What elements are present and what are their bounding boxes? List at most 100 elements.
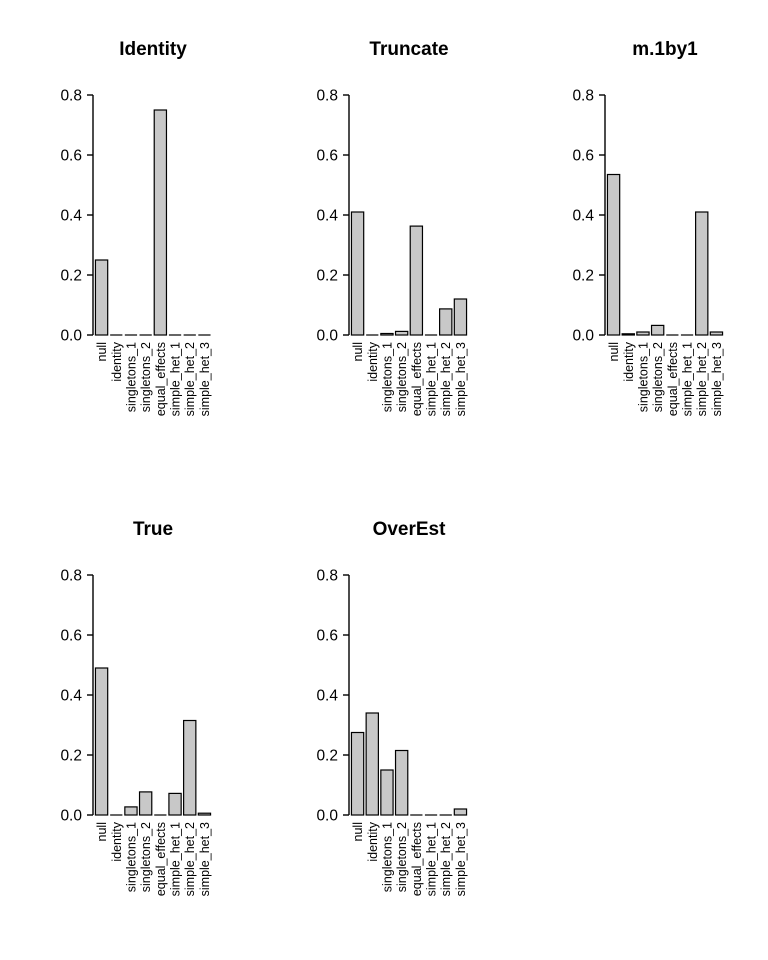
x-label-simple_het_1: simple_het_1 xyxy=(425,342,439,416)
x-label-identity: identity xyxy=(622,341,636,381)
bar-simple_het_2 xyxy=(695,211,709,336)
x-label-identity: identity xyxy=(110,821,124,861)
bar-null xyxy=(350,731,365,816)
chart-title-identity: Identity xyxy=(119,39,187,60)
x-label-simple_het_3: simple_het_3 xyxy=(198,822,212,896)
bar-identity xyxy=(621,333,635,336)
y-tick-label: 0.4 xyxy=(572,208,594,225)
chart-title-m1by1: m.1by1 xyxy=(632,39,698,60)
chart-panel-identity: Identity 0.0 0.2 0.4 0.6 0.8 null identity sing… xyxy=(0,0,256,480)
x-label-simple_het_1: simple_het_1 xyxy=(169,822,183,896)
x-label-simple_het_2: simple_het_2 xyxy=(183,342,197,416)
bar-singletons_2 xyxy=(394,330,409,336)
chart-panel-m1by1: m.1by1 0.0 0.2 0.4 0.6 0.8 null identity single… xyxy=(512,0,768,480)
bar-singletons_1 xyxy=(380,332,394,336)
x-label-singletons_2: singletons_2 xyxy=(395,342,409,412)
bar-singletons_1 xyxy=(636,331,650,336)
x-label-null: null xyxy=(351,822,365,841)
bar-simple_het_3 xyxy=(197,812,212,816)
x-label-simple_het_3: simple_het_3 xyxy=(710,342,724,416)
bar-null xyxy=(350,211,365,336)
x-label-null: null xyxy=(95,822,109,841)
y-tick-label: 0.4 xyxy=(316,208,338,225)
bar-identity xyxy=(365,712,379,816)
chart-title-truncate: Truncate xyxy=(369,39,448,60)
x-label-singletons_1: singletons_1 xyxy=(636,342,650,412)
y-tick-label: 0.2 xyxy=(316,748,338,765)
bar-equal_effects xyxy=(409,225,424,336)
y-tick-label: 0.2 xyxy=(572,268,594,285)
x-label-simple_het_1: simple_het_1 xyxy=(425,822,439,896)
x-label-equal_effects: equal_effects xyxy=(410,822,424,896)
y-tick-label: 0.0 xyxy=(60,808,82,825)
y-tick-label: 0.0 xyxy=(316,808,338,825)
bar-simple_het_3 xyxy=(453,808,468,816)
chart-title-true: True xyxy=(133,519,173,540)
x-label-singletons_2: singletons_2 xyxy=(395,822,409,892)
bar-singletons_2 xyxy=(650,324,665,336)
x-label-null: null xyxy=(95,342,109,361)
bar-simple_het_1 xyxy=(168,792,182,816)
chart-panel-true: True 0.0 0.2 0.4 0.6 0.8 null identity singleto… xyxy=(0,480,256,960)
x-label-singletons_1: singletons_1 xyxy=(380,342,394,412)
x-label-singletons_1: singletons_1 xyxy=(380,822,394,892)
chart-panel-overest: OverEst 0.0 0.2 0.4 0.6 0.8 null identity singl… xyxy=(256,480,512,960)
x-label-null: null xyxy=(607,342,621,361)
bar-null xyxy=(94,667,109,816)
bar-singletons_2 xyxy=(394,749,409,816)
bar-null xyxy=(94,259,109,336)
x-label-simple_het_2: simple_het_2 xyxy=(695,342,709,416)
y-tick-label: 0.2 xyxy=(60,268,82,285)
x-label-singletons_1: singletons_1 xyxy=(124,342,138,412)
y-tick-label: 0.0 xyxy=(572,328,594,345)
x-label-simple_het_3: simple_het_3 xyxy=(454,342,468,416)
y-tick-label: 0.4 xyxy=(60,688,82,705)
bar-simple_het_2 xyxy=(439,308,453,336)
y-tick-label: 0.2 xyxy=(316,268,338,285)
bar-singletons_1 xyxy=(124,806,138,816)
y-tick-label: 0.6 xyxy=(316,628,338,645)
y-tick-label: 0.6 xyxy=(572,148,594,165)
chart-panel-truncate: Truncate 0.0 0.2 0.4 0.6 0.8 null identity sing… xyxy=(256,0,512,480)
x-label-simple_het_3: simple_het_3 xyxy=(198,342,212,416)
empty-cell xyxy=(512,480,768,960)
y-tick-label: 0.4 xyxy=(60,208,82,225)
y-tick-label: 0.8 xyxy=(60,88,82,105)
bar-null xyxy=(606,173,621,336)
x-label-equal_effects: equal_effects xyxy=(154,342,168,416)
x-label-identity: identity xyxy=(366,341,380,381)
bar-equal_effects xyxy=(153,109,168,336)
y-tick-label: 0.6 xyxy=(60,628,82,645)
y-tick-label: 0.8 xyxy=(572,88,594,105)
y-tick-label: 0.8 xyxy=(60,568,82,585)
x-label-simple_het_2: simple_het_2 xyxy=(183,822,197,896)
x-label-simple_het_2: simple_het_2 xyxy=(439,342,453,416)
x-label-simple_het_1: simple_het_1 xyxy=(681,342,695,416)
x-label-equal_effects: equal_effects xyxy=(410,342,424,416)
x-label-simple_het_2: simple_het_2 xyxy=(439,822,453,896)
bar-simple_het_3 xyxy=(709,331,724,336)
bar-simple_het_3 xyxy=(453,298,468,336)
y-tick-label: 0.2 xyxy=(60,748,82,765)
x-label-simple_het_1: simple_het_1 xyxy=(169,342,183,416)
y-tick-label: 0.0 xyxy=(60,328,82,345)
bar-singletons_1 xyxy=(380,769,394,816)
x-label-singletons_2: singletons_2 xyxy=(139,822,153,892)
x-label-singletons_1: singletons_1 xyxy=(124,822,138,892)
bar-singletons_2 xyxy=(138,791,153,816)
x-label-null: null xyxy=(351,342,365,361)
y-tick-label: 0.6 xyxy=(316,148,338,165)
bar-simple_het_2 xyxy=(183,719,197,816)
y-tick-label: 0.4 xyxy=(316,688,338,705)
x-label-singletons_2: singletons_2 xyxy=(139,342,153,412)
x-label-identity: identity xyxy=(366,821,380,861)
x-label-equal_effects: equal_effects xyxy=(666,342,680,416)
x-label-singletons_2: singletons_2 xyxy=(651,342,665,412)
chart-title-overest: OverEst xyxy=(373,519,447,540)
